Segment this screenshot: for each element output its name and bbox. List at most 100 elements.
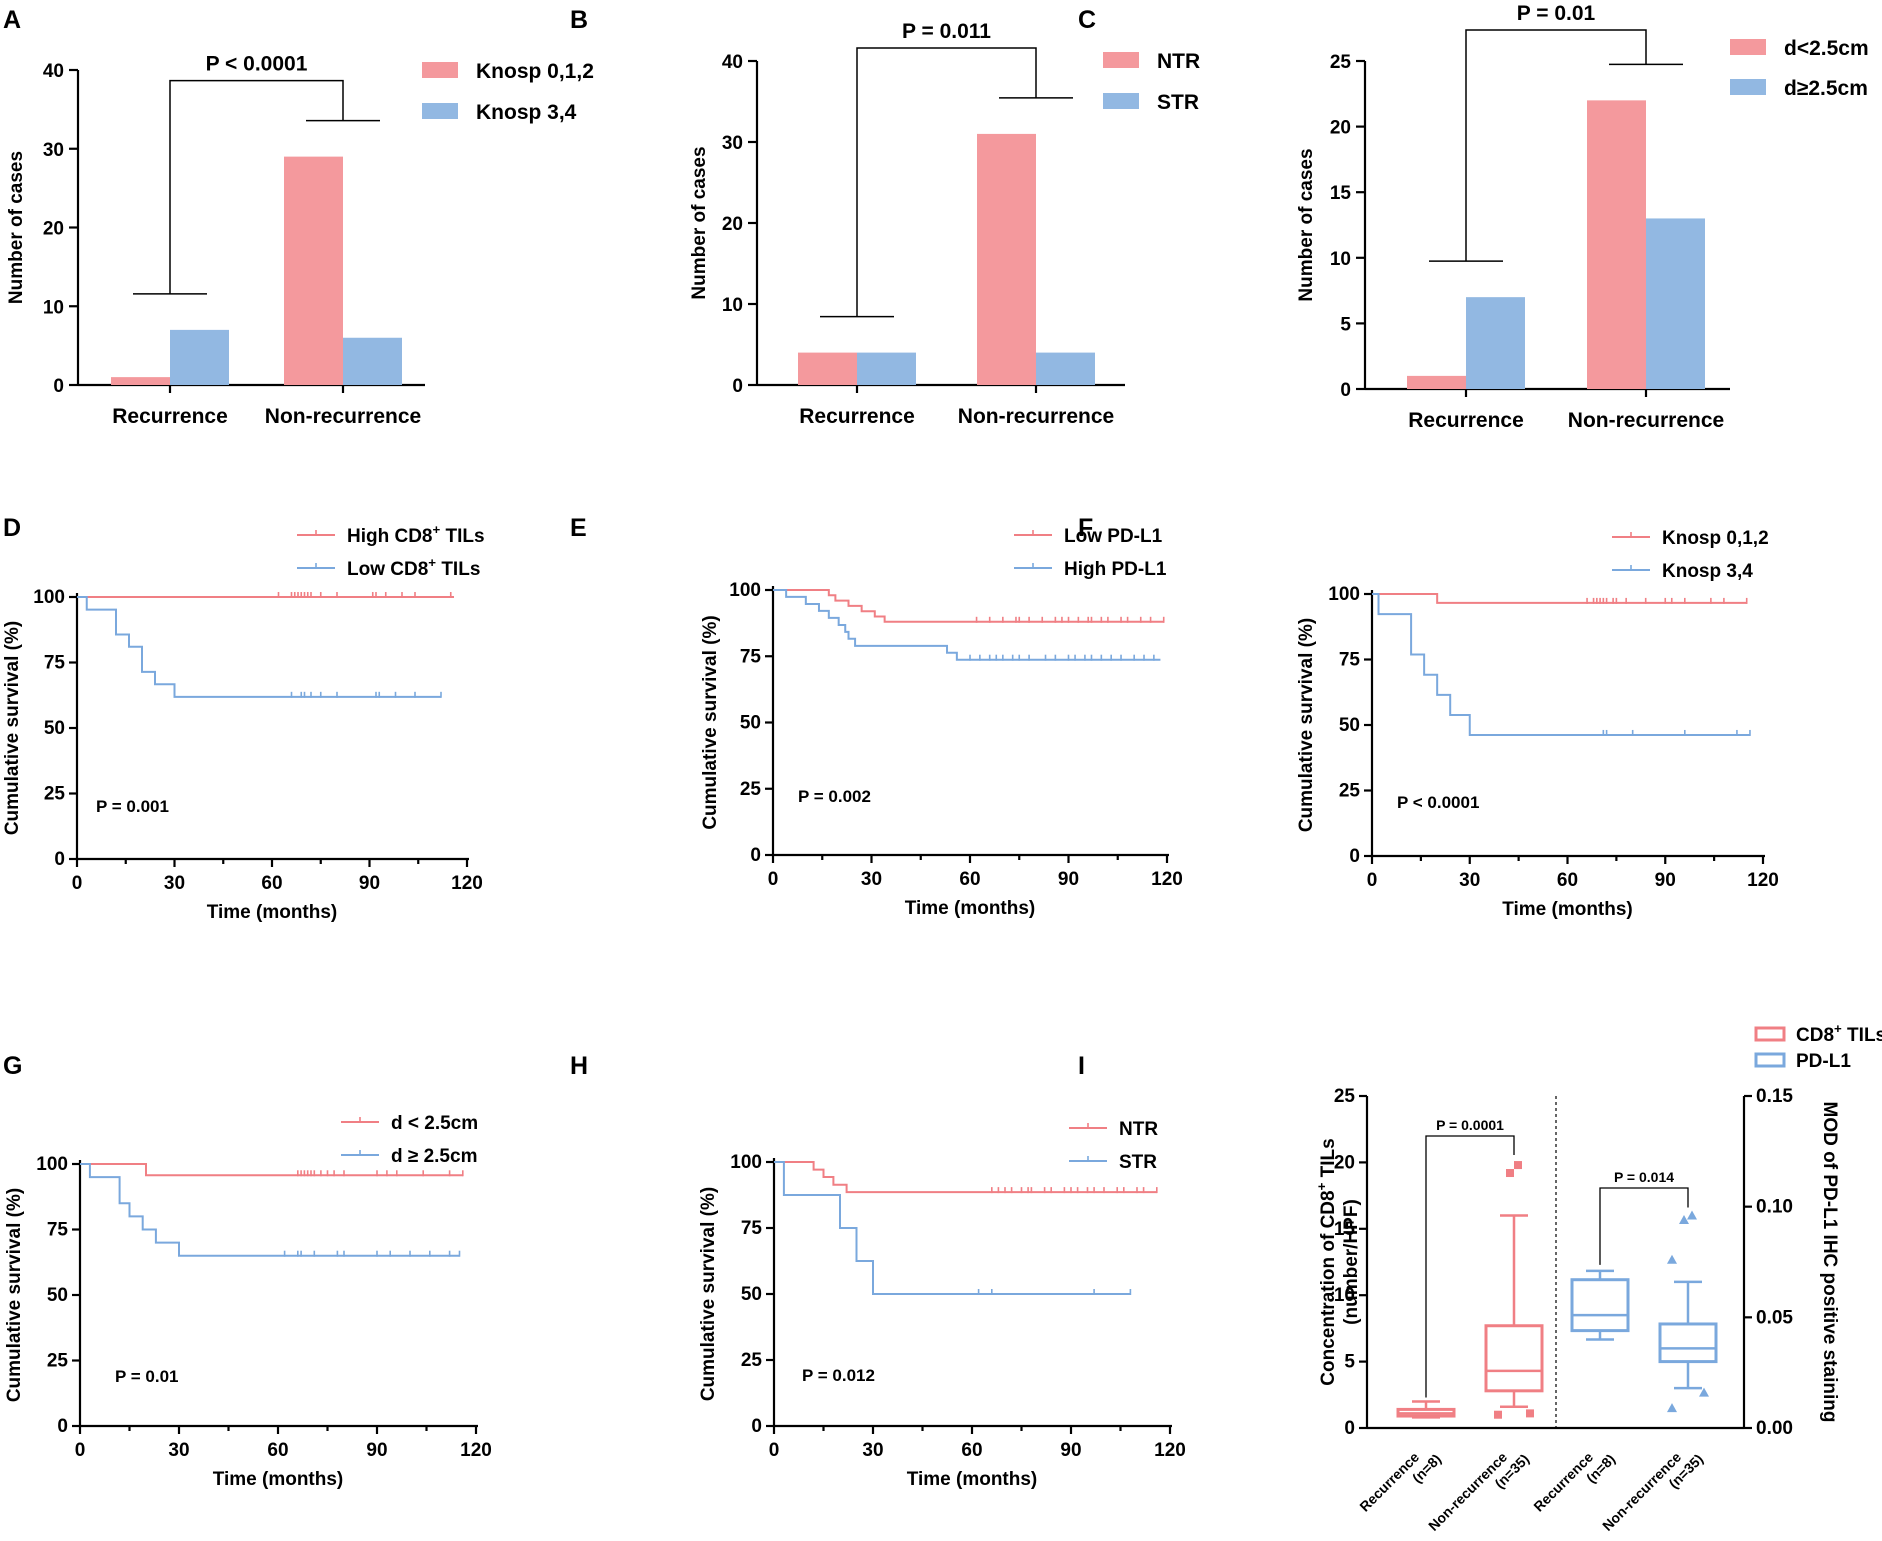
legend-swatch [1103,52,1139,68]
y-tick-label: 0 [732,376,743,397]
legend-swatch [1730,39,1766,55]
legend-label: Knosp 3,4 [1662,561,1753,582]
km-chart-e: 0 25 50 75 100 0 30 60 90 120 Time (months) Cumulat… [700,526,1183,919]
legend-label: d≥2.5cm [1784,77,1868,100]
bar-NTR [798,352,857,385]
y-tick-label: 20 [43,219,64,240]
legend-swatch [422,62,458,78]
bar-chart-c: 0 5 10 15 20 25 Number of cases Recurrence Non-r… [1296,2,1869,432]
significance-bracket [1425,1135,1515,1398]
left-y-tick-label: 5 [1344,1352,1355,1373]
p-value-label: P = 0.0001 [1436,1117,1504,1133]
x-tick-label: 90 [1060,1440,1081,1461]
y-tick-label: 25 [47,1351,69,1372]
right-y-axis-title: MOD of PD-L1 IHC positive staining [1819,1102,1840,1423]
category-label: Non-recurrence [265,405,421,428]
survival-curve [1372,593,1750,736]
p-value-label: P = 0.014 [1614,1169,1674,1185]
x-tick-label: 0 [75,1440,86,1461]
x-tick-label: 90 [359,873,380,894]
y-tick-label: 100 [33,587,65,608]
y-axis-title: Cumulative survival (%) [2,621,23,835]
legend-label: Low PD-L1 [1064,526,1163,547]
p-value-label: P = 0.01 [115,1367,179,1386]
y-tick-label: 25 [740,779,762,800]
y-tick-label: 0 [1340,380,1351,401]
y-tick-label: 20 [722,214,743,235]
outlier-triangle [1687,1210,1697,1220]
y-tick-label: 0 [57,1416,68,1437]
y-tick-label: 30 [722,133,743,154]
category-label: Recurrence [1408,409,1524,432]
box-group [1570,1269,1630,1341]
bar-Knosp 0,1,2 [111,377,170,385]
bar-Knosp 3,4 [170,329,229,385]
p-value-label: P = 0.011 [902,20,991,43]
y-axis-title: Number of cases [689,146,710,299]
x-axis-title: Time (months) [907,1469,1038,1490]
group-label: Recurrence [1356,1449,1422,1515]
legend-label: d<2.5cm [1784,37,1869,60]
legend-label: NTR [1119,1119,1158,1140]
y-tick-label: 0 [1349,846,1360,867]
survival-curve [773,589,1161,661]
legend-label: CD8+ TILs [1796,1021,1882,1046]
y-tick-label: 0 [53,376,64,397]
outlier-square [1526,1409,1534,1418]
left-y-tick-label: 0 [1344,1418,1355,1439]
km-chart-d: 0 25 50 75 100 0 30 60 90 120 Time (months) Cumulat… [2,522,485,923]
legend-label: Knosp 3,4 [476,101,577,124]
bar-STR [1036,352,1095,385]
left-y-axis-title: Concentration of CD8+ TILs [1314,1138,1339,1385]
legend-label: High CD8+ TILs [347,522,485,547]
survival-curve [77,596,441,698]
survival-curve [1372,593,1747,604]
x-tick-label: 30 [861,869,882,890]
y-tick-label: 25 [1330,52,1352,73]
panel-label-d: D [3,514,21,542]
bar-chart-a: 0 10 20 30 40 Number of cases Recurrence Non-re… [6,53,594,428]
significance-bracket [856,47,1037,317]
x-tick-label: 30 [1459,870,1480,891]
x-tick-label: 120 [1154,1440,1186,1461]
y-axis-title: Cumulative survival (%) [698,1187,719,1401]
category-label: Recurrence [799,405,915,428]
legend-label: STR [1119,1152,1157,1173]
left-y-tick-label: 10 [1334,1285,1355,1306]
panel-label-e: E [570,514,587,542]
category-label: Non-recurrence [1568,409,1724,432]
outlier-square [1494,1410,1502,1419]
y-tick-label: 75 [740,646,762,667]
left-y-tick-label: 25 [1334,1086,1356,1107]
bar-chart-b: 0 10 20 30 40 Number of cases Recurrence Non-re… [689,20,1200,428]
km-chart-h: 0 25 50 75 100 0 30 60 90 120 Time (months) Cumulat… [698,1119,1186,1490]
legend-label: Knosp 0,1,2 [476,60,594,83]
y-tick-label: 25 [741,1350,763,1371]
x-axis-title: Time (months) [207,902,338,923]
legend-label: Low CD8+ TILs [347,555,480,580]
outlier-triangle [1667,1254,1677,1264]
box-group [1396,1400,1456,1419]
y-tick-label: 20 [1330,118,1351,139]
x-axis-title: Time (months) [213,1469,344,1490]
y-tick-label: 50 [741,1284,762,1305]
survival-curve [774,1161,1157,1194]
box [1484,1324,1544,1393]
y-tick-label: 5 [1340,314,1351,335]
x-tick-label: 0 [768,869,779,890]
x-tick-label: 30 [862,1440,883,1461]
right-y-tick-label: 0.05 [1756,1307,1793,1328]
legend-label: d ≥ 2.5cm [391,1146,477,1167]
legend-label: NTR [1157,50,1200,73]
y-tick-label: 30 [43,140,64,161]
legend-swatch [422,103,458,119]
survival-curve [774,1161,1131,1295]
x-tick-label: 60 [267,1440,288,1461]
y-tick-label: 0 [750,845,761,866]
y-tick-label: 50 [44,718,65,739]
significance-bracket [1599,1187,1689,1265]
panel-label-g: G [3,1052,22,1080]
legend-label: PD-L1 [1796,1051,1851,1072]
panel-label-b: B [570,6,588,34]
